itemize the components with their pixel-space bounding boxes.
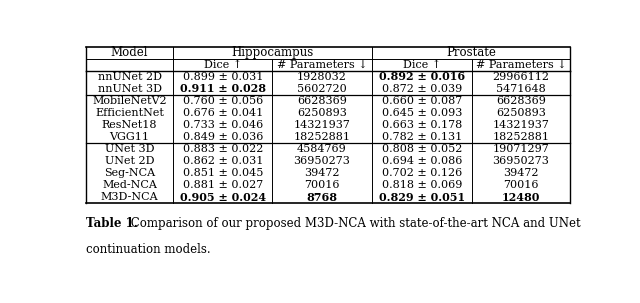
Text: Dice ↑: Dice ↑ [403, 60, 441, 70]
Text: 36950273: 36950273 [294, 156, 351, 166]
Text: 0.872 ± 0.039: 0.872 ± 0.039 [381, 84, 462, 94]
Text: 8768: 8768 [307, 192, 337, 203]
Text: Table 1.: Table 1. [86, 217, 138, 230]
Text: 5471648: 5471648 [496, 84, 546, 94]
Text: 18252881: 18252881 [492, 132, 550, 142]
Text: 0.849 ± 0.036: 0.849 ± 0.036 [182, 132, 263, 142]
Text: 19071297: 19071297 [493, 144, 549, 154]
Text: 70016: 70016 [503, 180, 539, 190]
Text: 0.702 ± 0.126: 0.702 ± 0.126 [381, 168, 462, 178]
Text: UNet 3D: UNet 3D [105, 144, 154, 154]
Text: EfficientNet: EfficientNet [95, 108, 164, 118]
Text: 0.782 ± 0.131: 0.782 ± 0.131 [381, 132, 462, 142]
Text: MobileNetV2: MobileNetV2 [92, 96, 167, 106]
Text: 14321937: 14321937 [493, 120, 549, 130]
Text: UNet 2D: UNet 2D [105, 156, 154, 166]
Text: 0.862 ± 0.031: 0.862 ± 0.031 [182, 156, 263, 166]
Text: 0.883 ± 0.022: 0.883 ± 0.022 [182, 144, 263, 154]
Text: 1928032: 1928032 [297, 72, 347, 82]
Text: 0.733 ± 0.046: 0.733 ± 0.046 [183, 120, 263, 130]
Text: continuation models.: continuation models. [86, 243, 211, 256]
Text: 0.899 ± 0.031: 0.899 ± 0.031 [182, 72, 263, 82]
Text: 0.905 ± 0.024: 0.905 ± 0.024 [180, 192, 266, 203]
Text: 0.851 ± 0.045: 0.851 ± 0.045 [182, 168, 263, 178]
Text: Dice ↑: Dice ↑ [204, 60, 242, 70]
Text: # Parameters ↓: # Parameters ↓ [276, 60, 367, 70]
Text: 0.892 ± 0.016: 0.892 ± 0.016 [379, 72, 465, 82]
Text: 6628369: 6628369 [496, 96, 546, 106]
Text: Prostate: Prostate [446, 46, 496, 59]
Text: 70016: 70016 [304, 180, 340, 190]
Text: Model: Model [111, 46, 148, 59]
Text: 39472: 39472 [503, 168, 539, 178]
Text: 0.911 ± 0.028: 0.911 ± 0.028 [180, 83, 266, 95]
Text: 0.660 ± 0.087: 0.660 ± 0.087 [381, 96, 462, 106]
Text: 0.760 ± 0.056: 0.760 ± 0.056 [183, 96, 263, 106]
Text: 39472: 39472 [304, 168, 340, 178]
Text: 5602720: 5602720 [297, 84, 347, 94]
Text: Comparison of our proposed M3D-NCA with state-of-the-art NCA and UNet: Comparison of our proposed M3D-NCA with … [127, 217, 580, 230]
Text: nnUNet 3D: nnUNet 3D [97, 84, 161, 94]
Text: 6628369: 6628369 [297, 96, 347, 106]
Text: 18252881: 18252881 [294, 132, 351, 142]
Text: Seg-NCA: Seg-NCA [104, 168, 155, 178]
Text: 6250893: 6250893 [496, 108, 546, 118]
Text: nnUNet 2D: nnUNet 2D [97, 72, 161, 82]
Text: # Parameters ↓: # Parameters ↓ [476, 60, 566, 70]
Text: 0.645 ± 0.093: 0.645 ± 0.093 [381, 108, 462, 118]
Text: 0.808 ± 0.052: 0.808 ± 0.052 [381, 144, 462, 154]
Text: 0.829 ± 0.051: 0.829 ± 0.051 [379, 192, 465, 203]
Text: 14321937: 14321937 [294, 120, 351, 130]
Text: Med-NCA: Med-NCA [102, 180, 157, 190]
Text: 29966112: 29966112 [492, 72, 550, 82]
Text: 0.663 ± 0.178: 0.663 ± 0.178 [381, 120, 462, 130]
Text: 4584769: 4584769 [297, 144, 347, 154]
Text: 36950273: 36950273 [493, 156, 549, 166]
Text: 0.676 ± 0.041: 0.676 ± 0.041 [183, 108, 263, 118]
Text: 6250893: 6250893 [297, 108, 347, 118]
Text: 0.694 ± 0.086: 0.694 ± 0.086 [381, 156, 462, 166]
Text: 12480: 12480 [502, 192, 540, 203]
Text: Hippocampus: Hippocampus [231, 46, 314, 59]
Text: M3D-NCA: M3D-NCA [100, 192, 159, 202]
Text: 0.881 ± 0.027: 0.881 ± 0.027 [183, 180, 263, 190]
Text: 0.818 ± 0.069: 0.818 ± 0.069 [381, 180, 462, 190]
Text: ResNet18: ResNet18 [102, 120, 157, 130]
Text: VGG11: VGG11 [109, 132, 150, 142]
